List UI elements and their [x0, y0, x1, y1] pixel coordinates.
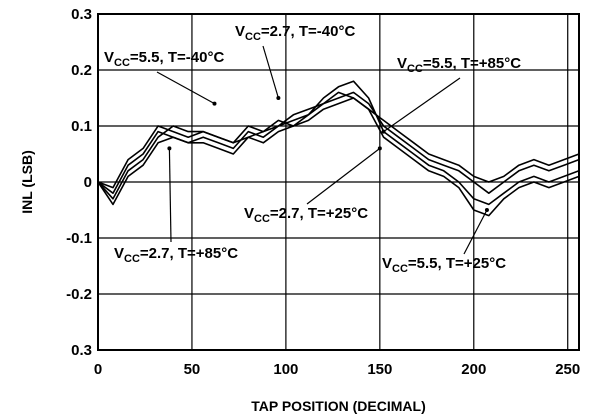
annotation-arrow-tip — [212, 101, 217, 106]
x-axis-title: TAP POSITION (DECIMAL) — [251, 398, 425, 414]
y-tick-label: 0 — [84, 174, 92, 191]
y-axis-title: INL (LSB) — [19, 150, 35, 214]
y-tick-label: -0.1 — [66, 230, 92, 247]
annotation-arrow — [306, 147, 381, 205]
x-tick-label: 150 — [367, 361, 392, 378]
y-tick-label: 0.2 — [71, 62, 92, 79]
series-line-4 — [97, 97, 580, 217]
series-layer — [97, 80, 580, 217]
annotation-arrow — [383, 77, 461, 133]
y-tick-label: 0.3 — [71, 6, 92, 23]
x-tick-label: 0 — [94, 361, 102, 378]
x-tick-label: 50 — [184, 361, 201, 378]
annotation-arrow-tip — [276, 96, 281, 100]
x-tick-label: 250 — [555, 361, 580, 378]
x-tick-label: 100 — [273, 361, 298, 378]
annotation-label: VCC=2.7, T=-40°C — [235, 23, 355, 43]
annotations: VCC=5.5, T=-40°C VCC=2.7, T=-40°C VCC=5.5,… — [104, 23, 521, 275]
y-tick-label: 0.1 — [71, 118, 92, 135]
grid-lines — [98, 14, 579, 350]
annotation-arrow — [463, 209, 488, 255]
y-tick-label: 0.3 — [71, 342, 92, 359]
x-tick-labels: 0 50 100 150 200 250 — [94, 361, 580, 378]
annotation-arrow — [156, 71, 215, 105]
plot-frame — [97, 13, 580, 351]
annotation-label: VCC=2.7, T=+25°C — [244, 205, 368, 225]
annotation-label: VCC=5.5, T=+25°C — [382, 255, 506, 275]
annotation-label: VCC=5.5, T=-40°C — [104, 49, 224, 69]
y-tick-label: -0.2 — [66, 286, 92, 303]
y-tick-labels: 0.3 0.2 0.1 0 -0.1 -0.2 0.3 — [66, 6, 92, 359]
annotation-label: VCC=2.7, T=+85°C — [114, 245, 238, 265]
annotation-label: VCC=5.5, T=+85°C — [397, 55, 521, 75]
annotation-arrow-tip — [377, 146, 382, 151]
series-line-3 — [97, 91, 580, 189]
annotation-arrow — [262, 45, 279, 99]
annotation-arrow-tip — [381, 129, 386, 134]
series-line-2 — [97, 80, 580, 206]
annotation-arrow-tip — [167, 146, 172, 151]
annotation-arrow-tip — [484, 208, 489, 212]
annotation-arrow — [168, 148, 172, 243]
x-tick-label: 200 — [461, 361, 486, 378]
